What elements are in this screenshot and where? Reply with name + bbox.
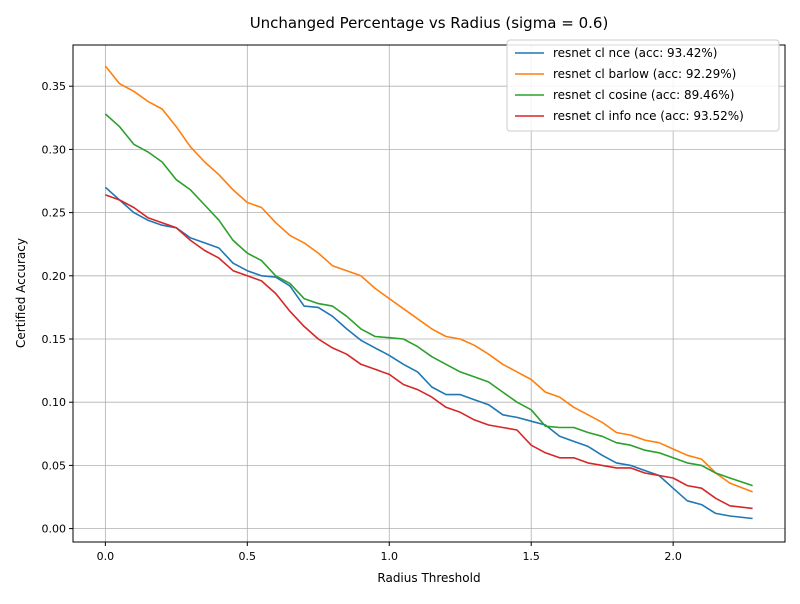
y-tick-label: 0.05 xyxy=(42,459,67,472)
chart-title: Unchanged Percentage vs Radius (sigma = … xyxy=(250,14,609,32)
legend-box xyxy=(506,39,780,132)
series-lines xyxy=(104,65,753,520)
y-tick-label: 0.00 xyxy=(42,523,67,536)
x-axis-label: Radius Threshold xyxy=(377,571,480,585)
y-tick-label: 0.25 xyxy=(42,207,67,220)
legend-label-0: resnet cl nce (acc: 93.42%) xyxy=(553,46,717,60)
y-tick-label: 0.15 xyxy=(42,333,67,346)
y-axis-label: Certified Accuracy xyxy=(14,238,28,348)
x-tick-label: 1.0 xyxy=(381,550,399,563)
x-tick-label: 0.0 xyxy=(97,550,115,563)
legend-label-1: resnet cl barlow (acc: 92.29%) xyxy=(553,67,736,81)
x-axis-ticks: 0.0 0.5 1.0 1.5 2.0 xyxy=(97,542,682,563)
series-line-2 xyxy=(104,113,753,487)
x-tick-label: 1.5 xyxy=(522,550,540,563)
x-tick-label: 2.0 xyxy=(664,550,682,563)
y-tick-label: 0.35 xyxy=(42,80,67,93)
series-line-1 xyxy=(104,65,753,493)
series-line-3 xyxy=(105,194,753,510)
x-tick-label: 0.5 xyxy=(239,550,257,563)
series-line-0 xyxy=(104,186,753,520)
y-axis-ticks: 0.00 0.05 0.10 0.15 0.20 0.25 0.30 0.35 xyxy=(42,80,73,536)
y-tick-label: 0.10 xyxy=(42,396,67,409)
y-tick-label: 0.20 xyxy=(42,270,67,283)
legend-label-2: resnet cl cosine (acc: 89.46%) xyxy=(553,88,734,102)
legend-label-3: resnet cl info nce (acc: 93.52%) xyxy=(553,109,744,123)
legend: resnet cl nce (acc: 93.42%) resnet cl bar… xyxy=(506,39,780,132)
grid xyxy=(73,45,785,542)
plot-area-frame xyxy=(72,44,786,543)
y-tick-label: 0.30 xyxy=(42,143,67,156)
